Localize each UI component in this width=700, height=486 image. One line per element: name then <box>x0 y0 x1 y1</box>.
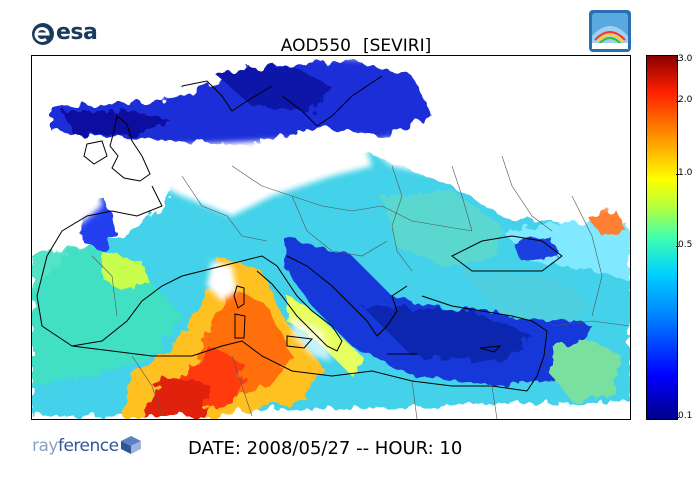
colorbar-mark <box>676 174 679 175</box>
date-hour-label: DATE: 2008/05/27 -- HOUR: 10 <box>188 438 463 459</box>
aod-map <box>31 55 631 420</box>
no-data-zones <box>32 56 630 361</box>
rayference-logo-text: rayference <box>32 436 119 456</box>
rayference-dark: ference <box>57 436 119 456</box>
colorbar-mark <box>676 246 679 247</box>
aod-map-graphic <box>32 56 630 419</box>
esa-logo-text: esa <box>56 20 98 45</box>
title-variable: AOD550 <box>280 36 351 56</box>
colorbar-tick: 0.1 <box>678 411 693 421</box>
colorbar-mark <box>676 101 679 102</box>
colorbar-tick: 2.0 <box>678 95 693 105</box>
map-title: AOD550 [SEVIRI] <box>0 36 700 56</box>
colorbar-tick: 3.0 <box>678 54 693 64</box>
coastlines <box>36 75 563 392</box>
colorbar-tick: 0.5 <box>678 240 693 250</box>
colorbar-mark <box>676 417 679 418</box>
colorbar-mark <box>676 60 679 61</box>
aod-field <box>32 61 630 416</box>
colorbar-tick: 1.0 <box>678 168 693 178</box>
title-instrument: [SEVIRI] <box>362 36 432 56</box>
colorbar <box>646 55 678 420</box>
rayference-cube-icon <box>121 436 141 454</box>
country-borders <box>91 155 630 419</box>
aerosol-cci-logo <box>589 10 631 52</box>
esa-logo <box>32 23 54 45</box>
rayference-light: ray <box>32 436 58 456</box>
